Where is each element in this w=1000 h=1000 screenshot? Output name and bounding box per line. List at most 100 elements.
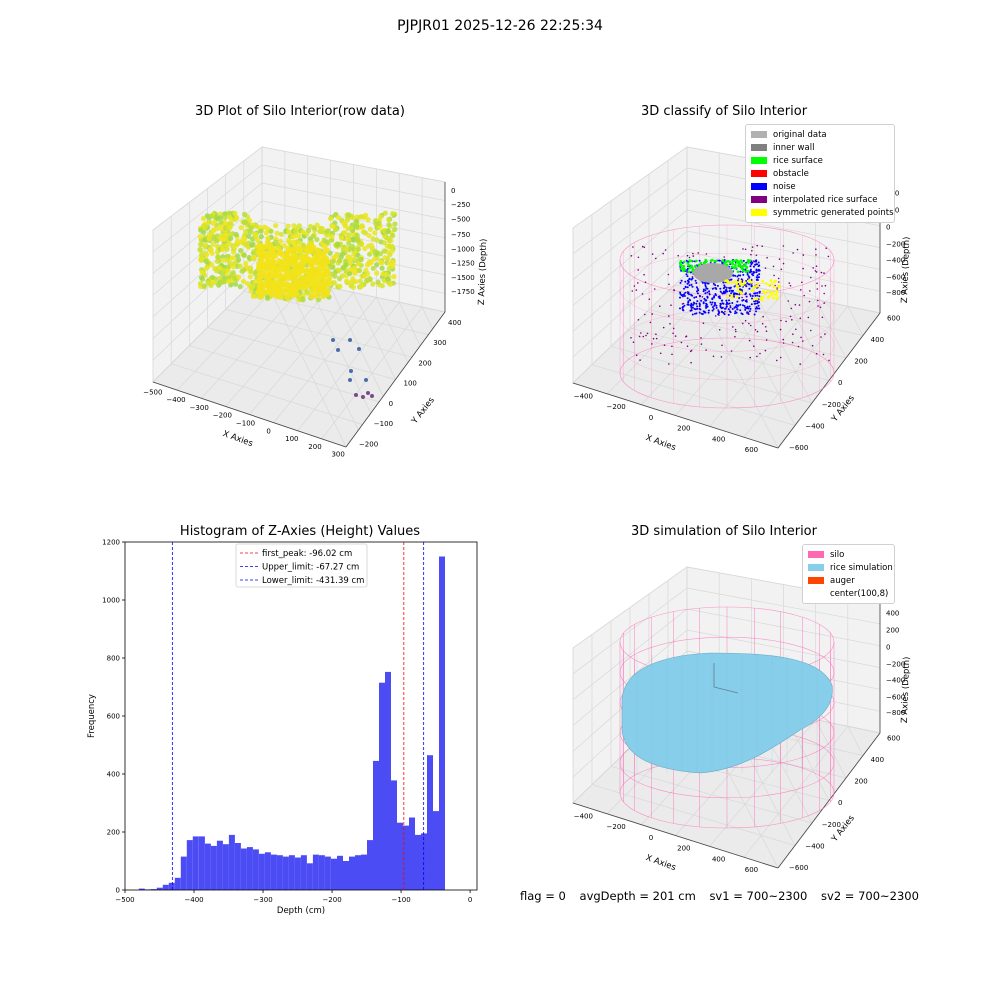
scatter-point [386, 222, 392, 228]
noise-point [746, 273, 749, 276]
noise-point [698, 294, 701, 297]
scatter-point [368, 242, 374, 248]
noise-point [739, 309, 742, 312]
noise-point [751, 295, 754, 297]
scatter-point [297, 267, 304, 274]
interpolated-point [669, 323, 671, 325]
noise-point [733, 292, 736, 295]
noise-point [758, 295, 761, 298]
interpolated-point [702, 322, 705, 324]
noise-point [732, 274, 735, 277]
histogram-bar [403, 825, 409, 890]
noise-point [707, 311, 710, 314]
scatter-point [370, 394, 374, 398]
rice-surface-point [702, 261, 706, 265]
legend-item: interpolated rice surface [751, 193, 889, 206]
noise-point [711, 301, 714, 304]
noise-point [698, 259, 701, 262]
rice-simulation-surface [621, 652, 833, 774]
noise-point [700, 299, 703, 302]
scatter-point [309, 293, 315, 300]
interpolated-point [802, 340, 804, 342]
legend-label: original data [773, 129, 827, 140]
scatter-point [250, 293, 256, 299]
x-tick-label: 0 [649, 414, 653, 422]
scatter-point [231, 249, 237, 255]
interpolated-point [691, 276, 694, 278]
interpolated-point [795, 328, 797, 331]
histogram-bar [331, 858, 337, 890]
noise-point [756, 291, 759, 294]
legend-item: auger [808, 574, 889, 587]
noise-point [756, 294, 759, 297]
noise-point [702, 288, 705, 291]
scatter-point [386, 238, 392, 244]
interpolated-point [659, 305, 661, 307]
scatter-point [346, 212, 352, 218]
noise-point [685, 273, 688, 276]
noise-point [719, 287, 722, 290]
interpolated-point [780, 268, 783, 271]
interpolated-point [638, 335, 641, 338]
scatter-point [228, 235, 234, 241]
interpolated-point [798, 304, 801, 306]
scatter-point [285, 245, 292, 252]
rice-surface-point [679, 263, 683, 266]
noise-point [747, 307, 750, 310]
noise-point [696, 292, 699, 295]
interpolated-point [748, 339, 751, 342]
x-tick-label: −100 [236, 420, 255, 428]
scatter-point [330, 271, 336, 277]
noise-point [679, 307, 681, 310]
noise-point [717, 310, 720, 313]
scatter-point [365, 217, 371, 223]
noise-point [688, 278, 691, 281]
interpolated-point [816, 299, 819, 302]
noise-point [696, 290, 698, 293]
noise-point [731, 308, 734, 310]
scatter-point [294, 245, 301, 252]
noise-point [704, 292, 707, 295]
interpolated-point [630, 255, 633, 257]
noise-point [739, 288, 741, 291]
interpolated-point [673, 289, 675, 291]
legend-swatch [808, 564, 824, 571]
rice-surface-point [731, 260, 735, 263]
noise-point [750, 285, 753, 288]
scatter-point [316, 297, 322, 303]
scatter-point [327, 216, 334, 222]
noise-point [752, 265, 755, 268]
noise-point [725, 288, 728, 291]
noise-point [721, 310, 723, 313]
interpolated-point [742, 248, 744, 250]
scatter-point [375, 279, 381, 285]
noise-point [735, 304, 738, 307]
scatter-point [291, 223, 297, 229]
scatter-point [336, 348, 340, 352]
scatter-point [252, 270, 258, 277]
scatter-point [242, 211, 248, 217]
scatter-point [232, 210, 238, 216]
scatter-point [305, 276, 312, 283]
scatter-point [319, 261, 326, 267]
rice-surface-point [714, 259, 718, 263]
rice-surface-point [699, 261, 703, 265]
interpolated-point [632, 246, 634, 248]
scatter-point [249, 242, 255, 248]
z-tick-label: −1500 [451, 274, 475, 282]
histogram-bar [210, 845, 217, 890]
noise-point [710, 303, 713, 306]
scatter-point [378, 214, 384, 220]
interpolated-point [762, 315, 764, 318]
avg-depth-text: avgDepth = 201 cm [579, 889, 696, 903]
noise-point [679, 293, 682, 295]
histogram-bar [421, 833, 427, 890]
scatter-point [372, 248, 378, 254]
interpolated-point [670, 304, 672, 306]
interpolated-point [756, 330, 759, 333]
interpolated-point [812, 267, 814, 269]
interpolated-point [645, 334, 647, 337]
noise-point [698, 302, 701, 305]
symmetric-point [774, 289, 778, 293]
scatter-point [277, 276, 284, 283]
